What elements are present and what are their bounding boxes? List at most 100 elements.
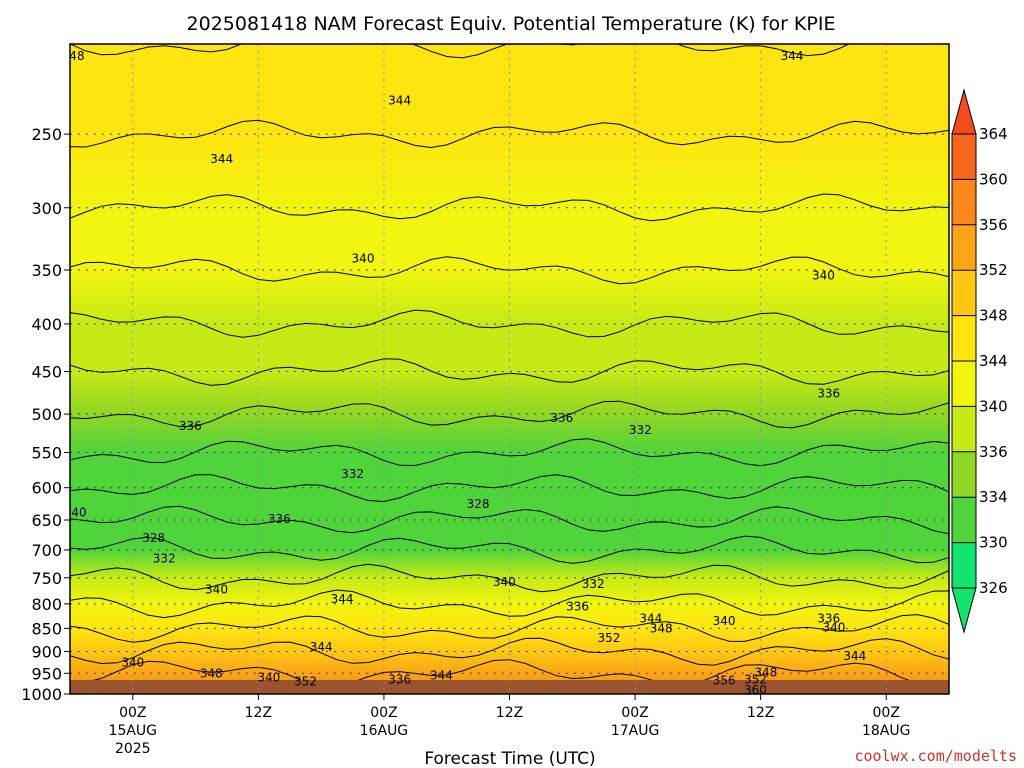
contour-label: 352 [744, 673, 767, 687]
y-tick-label: 650 [31, 511, 62, 530]
y-tick-label: 500 [31, 405, 62, 424]
contour-label: 344 [843, 649, 866, 663]
contour-label: 348 [754, 665, 777, 679]
colorbar-segment [952, 270, 976, 316]
y-tick-label: 950 [31, 664, 62, 683]
contour-line [70, 614, 949, 643]
contour-label: 328 [142, 531, 165, 545]
colorbar-segment [952, 315, 976, 361]
x-axis-label: Forecast Time (UTC) [424, 749, 595, 768]
contour-label: 332 [582, 577, 605, 591]
contour-label: 348 [650, 621, 673, 635]
colorbar-label: 356 [979, 216, 1008, 234]
colorbar-label: 344 [979, 352, 1008, 370]
y-tick-label: 250 [31, 125, 62, 144]
contour-label: 328 [467, 497, 490, 511]
contour-label: 348 [200, 666, 223, 680]
colorbar-segment [952, 361, 976, 407]
contour-label: 336 [179, 419, 202, 433]
contour-label: 336 [268, 512, 291, 526]
x-tick-label: 00Z [621, 705, 648, 721]
contour-label: 356 [713, 673, 736, 687]
y-tick-label: 450 [31, 363, 62, 382]
contour-line [70, 659, 949, 688]
contour-label: 340 [352, 251, 375, 265]
colorbar-label: 334 [979, 488, 1008, 506]
contour-line [70, 563, 949, 593]
contour-label: 332 [629, 423, 652, 437]
colorbar-label: 326 [979, 579, 1008, 597]
y-tick-label: 850 [31, 619, 62, 638]
x-tick-date: 18AUG [862, 723, 911, 739]
contour-label: 344 [639, 612, 662, 626]
colorbar-top-arrow [951, 88, 977, 135]
contour-line [70, 256, 949, 285]
colorbar-label: 330 [979, 534, 1008, 552]
chart-title: 2025081418 NAM Forecast Equiv. Potential… [187, 13, 836, 35]
x-tick-year: 2025 [115, 741, 151, 757]
contour-label: 336 [817, 386, 840, 400]
contour-line [70, 438, 949, 467]
colorbar-segment [952, 134, 976, 180]
colorbar-segment [952, 542, 976, 588]
contour-label: 340 [822, 620, 845, 634]
y-tick-label: 400 [31, 315, 62, 334]
colorbar-segment [952, 497, 976, 543]
y-tick-label: 700 [31, 541, 62, 560]
contour-label: 336 [817, 612, 840, 626]
colorbar-bottom-arrow [951, 587, 977, 634]
x-tick-label: 00Z [119, 705, 146, 721]
contour-line [70, 637, 949, 666]
contour-label: 344 [388, 93, 411, 107]
credit-text: coolwx.com/modelts [854, 747, 1017, 765]
colorbar-label: 364 [979, 125, 1008, 143]
contour-label: 344 [781, 49, 804, 63]
contour-label: 340 [713, 614, 736, 628]
colorbar-segment [952, 224, 976, 271]
colorbar-segment [952, 451, 976, 498]
colorbar-segment [952, 406, 976, 452]
contour-label: 332 [341, 467, 364, 481]
colorbar-label: 340 [979, 397, 1008, 415]
contour-label: 352 [597, 631, 620, 645]
contour-label: 348 [62, 49, 85, 63]
contour-labels: 3483443443443403403363363363323323363283… [62, 49, 866, 697]
contour-line [70, 400, 949, 429]
contour-label: 340 [812, 269, 835, 283]
colorbar-label: 360 [979, 170, 1008, 188]
y-tick-label: 750 [31, 569, 62, 588]
contour-label: 340 [64, 505, 87, 519]
colorbar-label: 336 [979, 443, 1008, 461]
x-tick-date: 15AUG [109, 723, 158, 739]
contour-label: 344 [210, 152, 233, 166]
contour-label: 336 [550, 411, 573, 425]
y-tick-label: 600 [31, 479, 62, 498]
y-tick-label: 800 [31, 595, 62, 614]
contour-line [70, 589, 949, 619]
plot-background [70, 44, 949, 694]
x-tick-label: 12Z [245, 705, 272, 721]
contour-label: 332 [153, 552, 176, 566]
x-tick-label: 12Z [496, 705, 523, 721]
plot-area: 3483443443443403403363363363323323363283… [62, 44, 949, 697]
x-axis: 00Z 15AUG 2025 12Z 00Z 16AUG 12Z 00Z 17AUG 12Z 00Z… [109, 694, 911, 757]
contour-label: 340 [257, 671, 280, 685]
contour-line [70, 44, 851, 59]
contour-line [70, 505, 949, 535]
y-tick-label: 1000 [21, 685, 62, 704]
ground-strip [70, 680, 949, 694]
contour-label: 336 [388, 673, 411, 687]
colorbar: 326 330 334 336 340 344 348 352 356 360 364 [951, 88, 1008, 634]
y-tick-label: 300 [31, 199, 62, 218]
contour-line [70, 193, 949, 222]
contour-label: 340 [121, 656, 144, 670]
colorbar-segment [952, 179, 976, 225]
x-tick-date: 17AUG [611, 723, 660, 739]
contour-label: 344 [430, 668, 453, 682]
y-axis: 250 300 350 400 450 500 550 600 650 700 750 800 850 9… [21, 125, 70, 704]
colorbar-label: 348 [979, 307, 1008, 325]
contour-label: 344 [310, 640, 333, 654]
y-tick-label: 900 [31, 642, 62, 661]
contour-label: 360 [744, 683, 767, 697]
